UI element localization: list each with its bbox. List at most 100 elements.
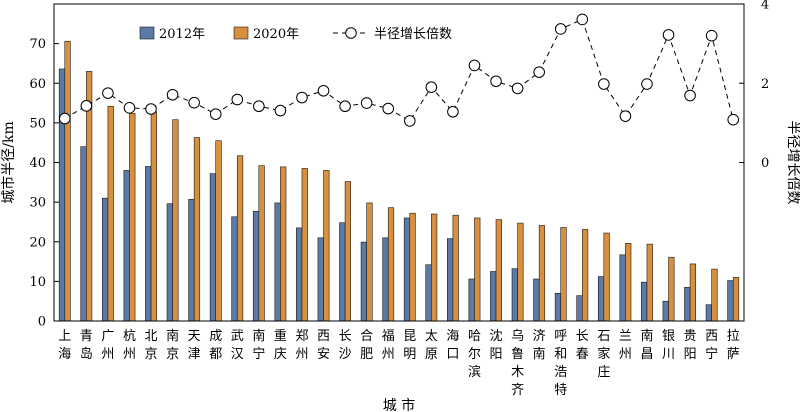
y2-tick-label: 2: [761, 77, 769, 92]
category-label: 武汉: [231, 329, 244, 362]
category-label: 重庆: [274, 328, 287, 362]
bar-2020: [452, 214, 459, 322]
bar-2012: [727, 280, 734, 322]
category-label: 南宁: [252, 328, 265, 362]
growth-point: [727, 113, 740, 126]
bar-2012: [468, 278, 475, 322]
bar-2020: [215, 140, 222, 322]
bar-2012: [231, 216, 238, 322]
bar-2020: [560, 227, 567, 322]
growth-point: [425, 81, 438, 94]
bar-2012: [533, 278, 540, 322]
growth-point: [382, 102, 395, 115]
plot-border: [53, 3, 745, 322]
y-tick-label: 10: [29, 275, 46, 290]
bar-2012: [641, 281, 648, 322]
category-label: 哈尔滨: [468, 329, 481, 380]
growth-point: [468, 59, 481, 72]
bar-2012: [80, 146, 87, 322]
category-label: 长春: [576, 329, 589, 362]
growth-point: [598, 78, 610, 90]
category-label: 北京: [145, 329, 158, 362]
growth-point: [123, 102, 136, 114]
category-label: 成都: [209, 329, 222, 362]
category-label: 沈阳: [490, 329, 503, 362]
growth-point: [684, 89, 696, 102]
y-tick-label: 20: [29, 235, 46, 250]
growth-point: [619, 110, 632, 122]
y-tick-label: 60: [29, 77, 46, 92]
category-label: 太原: [425, 329, 438, 362]
bar-2020: [129, 113, 136, 322]
category-label: 昆明: [403, 329, 416, 362]
bar-2012: [188, 199, 195, 322]
growth-point: [360, 97, 373, 109]
bar-2020: [538, 225, 546, 322]
bar-2012: [382, 237, 389, 322]
category-label: 呼和浩特: [554, 329, 567, 398]
y-tick-label: 30: [29, 196, 46, 211]
bar-2012: [576, 295, 583, 322]
bar-2012: [490, 271, 497, 322]
legend-marker-growth: [345, 27, 357, 39]
category-label: 石家庄: [597, 329, 610, 380]
y-tick-label: 0: [38, 315, 46, 330]
bar-2020: [107, 105, 114, 322]
growth-point: [166, 88, 179, 101]
bar-2020: [150, 111, 157, 322]
bar-2020: [344, 181, 351, 322]
bar-2020: [668, 256, 675, 322]
bar-2012: [619, 254, 626, 322]
bar-2012: [705, 304, 712, 322]
legend-label-growth: 半径增长倍数: [374, 27, 452, 42]
bar-2020: [517, 222, 524, 322]
bar-2020: [387, 207, 395, 322]
bar-2012: [447, 238, 454, 322]
category-label: 天津: [188, 329, 201, 362]
growth-point: [490, 75, 502, 88]
category-labels: 上海青岛广州杭州北京南京天津成都武汉南宁重庆郑州西安长沙合肥福州昆明太原海口哈尔…: [58, 328, 739, 398]
category-label: 上海: [58, 329, 71, 362]
tick-labels: 0 10 20 30 40 50 60 70 0 2 4: [29, 0, 769, 330]
bar-2020: [732, 277, 740, 322]
bar-2012: [252, 210, 260, 322]
bar-2020: [258, 165, 265, 322]
category-label: 西宁: [705, 329, 718, 362]
bar-2012: [209, 173, 217, 322]
bar-2012: [403, 217, 411, 322]
category-label: 郑州: [295, 329, 308, 362]
category-label: 海口: [446, 329, 459, 362]
growth-point: [145, 103, 157, 115]
bar-2020: [280, 166, 287, 322]
bar-2020: [495, 219, 502, 322]
y-tick-label: 70: [29, 37, 46, 52]
bar-2020: [323, 170, 330, 322]
y2-tick-label: 4: [761, 0, 769, 13]
growth-point: [253, 100, 265, 113]
bar-2020: [64, 40, 71, 322]
growth-point: [339, 100, 351, 113]
bar-2012: [662, 300, 669, 322]
bar-2012: [317, 237, 324, 322]
growth-point: [209, 108, 222, 120]
growth-point: [274, 104, 287, 117]
bar-2020: [366, 202, 373, 322]
growth-point: [705, 29, 718, 42]
bar-2012: [360, 241, 367, 322]
bar-2012: [554, 292, 562, 322]
growth-point: [58, 112, 71, 125]
growth-point: [554, 23, 567, 35]
bar-2012: [511, 268, 518, 322]
legend: 2012年 2020年 半径增长倍数: [139, 26, 452, 42]
growth-point: [511, 82, 524, 95]
y-tick-label: 50: [29, 116, 46, 131]
bar-2012: [425, 264, 432, 322]
category-label: 兰州: [619, 329, 632, 362]
bar-2012: [145, 166, 152, 322]
growth-point: [80, 100, 93, 112]
bar-2012: [166, 203, 173, 322]
legend-swatch-2012: [139, 26, 155, 40]
category-label: 济南: [533, 329, 546, 362]
y-tick-label: 40: [29, 156, 46, 171]
